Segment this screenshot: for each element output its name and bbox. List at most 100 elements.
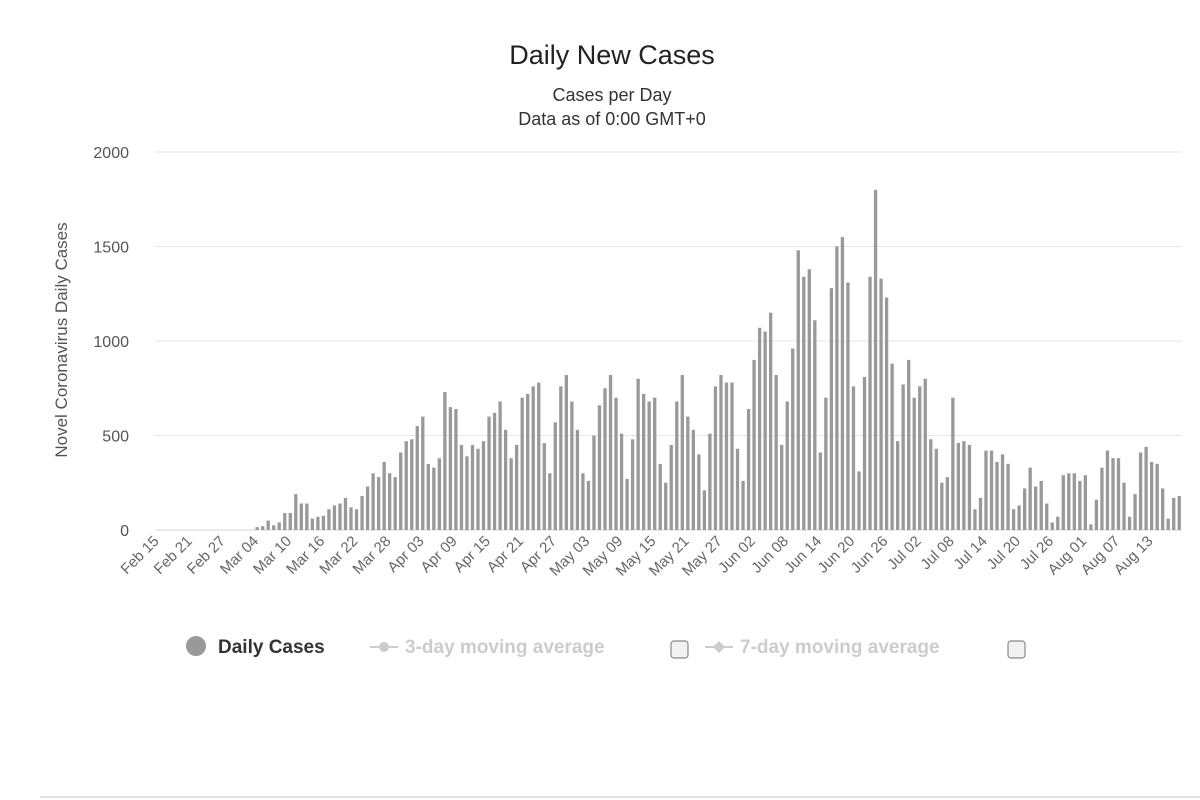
bar-daily-cases[interactable]	[437, 458, 442, 530]
bar-daily-cases[interactable]	[675, 401, 679, 530]
bar-daily-cases[interactable]	[553, 422, 557, 530]
bar-daily-cases[interactable]	[515, 444, 519, 530]
bar-daily-cases[interactable]	[669, 444, 673, 530]
bar-daily-cases[interactable]	[597, 405, 602, 530]
bar-daily-cases[interactable]	[509, 458, 513, 530]
bar-daily-cases[interactable]	[537, 382, 541, 530]
bar-daily-cases[interactable]	[1034, 486, 1038, 530]
bar-daily-cases[interactable]	[951, 397, 955, 530]
bar-daily-cases[interactable]	[448, 407, 453, 530]
bar-daily-cases[interactable]	[614, 397, 618, 530]
bar-daily-cases[interactable]	[1155, 463, 1159, 530]
bar-daily-cases[interactable]	[410, 439, 414, 530]
bar-daily-cases[interactable]	[388, 473, 392, 530]
bar-daily-cases[interactable]	[481, 441, 486, 530]
bar-daily-cases[interactable]	[630, 439, 635, 530]
bar-daily-cases[interactable]	[1000, 454, 1005, 530]
bar-series-daily-cases[interactable]	[255, 189, 1181, 531]
bar-daily-cases[interactable]	[399, 452, 403, 530]
bar-daily-cases[interactable]	[581, 473, 585, 530]
bar-daily-cases[interactable]	[967, 444, 972, 530]
bar-daily-cases[interactable]	[973, 509, 977, 530]
bar-daily-cases[interactable]	[575, 429, 580, 530]
bar-daily-cases[interactable]	[288, 512, 292, 530]
bar-daily-cases[interactable]	[934, 448, 938, 530]
bar-daily-cases[interactable]	[603, 388, 607, 530]
bar-daily-cases[interactable]	[978, 497, 983, 530]
bar-daily-cases[interactable]	[360, 495, 364, 530]
bar-daily-cases[interactable]	[647, 401, 651, 530]
bar-daily-cases[interactable]	[365, 486, 370, 530]
bar-daily-cases[interactable]	[277, 522, 281, 530]
bar-daily-cases[interactable]	[470, 444, 475, 530]
bar-daily-cases[interactable]	[625, 478, 629, 530]
bar-daily-cases[interactable]	[592, 435, 596, 531]
bar-daily-cases[interactable]	[1006, 463, 1010, 530]
bar-daily-cases[interactable]	[873, 189, 878, 531]
bar-daily-cases[interactable]	[349, 507, 353, 530]
bar-daily-cases[interactable]	[1161, 488, 1165, 530]
bar-daily-cases[interactable]	[443, 392, 447, 530]
bar-daily-cases[interactable]	[1050, 522, 1054, 530]
bar-daily-cases[interactable]	[923, 378, 927, 530]
bar-daily-cases[interactable]	[432, 467, 436, 530]
bar-daily-cases[interactable]	[1100, 467, 1104, 530]
bar-daily-cases[interactable]	[752, 359, 756, 530]
bar-daily-cases[interactable]	[520, 397, 524, 530]
bar-daily-cases[interactable]	[818, 452, 822, 530]
bar-daily-cases[interactable]	[503, 429, 508, 530]
bar-daily-cases[interactable]	[1072, 473, 1076, 530]
bar-daily-cases[interactable]	[332, 505, 337, 530]
bar-daily-cases[interactable]	[542, 443, 546, 530]
legend-item-7-day-moving-average[interactable]: 7-day moving average	[705, 637, 940, 658]
bar-daily-cases[interactable]	[404, 441, 408, 530]
bar-daily-cases[interactable]	[305, 503, 309, 530]
bar-daily-cases[interactable]	[962, 441, 966, 530]
bar-daily-cases[interactable]	[912, 397, 916, 530]
bar-daily-cases[interactable]	[310, 518, 315, 530]
bar-daily-cases[interactable]	[321, 515, 326, 530]
bar-daily-cases[interactable]	[702, 490, 707, 530]
bar-daily-cases[interactable]	[327, 509, 331, 530]
legend-item-3-day-moving-average[interactable]: 3-day moving average	[370, 637, 605, 658]
bar-daily-cases[interactable]	[796, 250, 800, 530]
bar-daily-cases[interactable]	[570, 401, 574, 530]
bar-daily-cases[interactable]	[697, 454, 701, 530]
bar-daily-cases[interactable]	[526, 393, 530, 530]
bar-daily-cases[interactable]	[984, 450, 988, 530]
bar-daily-cases[interactable]	[895, 441, 900, 530]
bar-daily-cases[interactable]	[1144, 446, 1148, 530]
bar-daily-cases[interactable]	[459, 444, 464, 530]
bar-daily-cases[interactable]	[1122, 482, 1126, 530]
bar-daily-cases[interactable]	[713, 386, 718, 530]
bar-daily-cases[interactable]	[371, 473, 375, 530]
bar-daily-cases[interactable]	[774, 375, 778, 530]
bar-daily-cases[interactable]	[272, 525, 276, 530]
bar-daily-cases[interactable]	[1166, 518, 1170, 530]
bar-daily-cases[interactable]	[1105, 450, 1110, 530]
bar-daily-cases[interactable]	[1067, 473, 1071, 530]
bar-daily-cases[interactable]	[382, 461, 386, 530]
bar-daily-cases[interactable]	[724, 382, 729, 530]
bar-daily-cases[interactable]	[1094, 499, 1099, 530]
bar-daily-cases[interactable]	[730, 382, 734, 530]
bar-daily-cases[interactable]	[1149, 461, 1154, 530]
bar-daily-cases[interactable]	[851, 386, 856, 530]
bar-daily-cases[interactable]	[813, 320, 817, 530]
bar-daily-cases[interactable]	[354, 509, 359, 530]
bar-daily-cases[interactable]	[1089, 524, 1093, 530]
bar-daily-cases[interactable]	[846, 282, 850, 530]
bar-daily-cases[interactable]	[989, 450, 994, 530]
bar-daily-cases[interactable]	[746, 409, 751, 530]
bar-daily-cases[interactable]	[741, 480, 745, 530]
bar-daily-cases[interactable]	[316, 516, 320, 530]
bar-daily-cases[interactable]	[564, 375, 569, 530]
moving-average-3-day-checkbox[interactable]	[670, 640, 689, 659]
bar-daily-cases[interactable]	[1172, 497, 1176, 530]
bar-daily-cases[interactable]	[664, 482, 668, 530]
bar-daily-cases[interactable]	[785, 401, 789, 530]
bar-daily-cases[interactable]	[487, 416, 491, 530]
bar-daily-cases[interactable]	[691, 429, 695, 530]
bar-daily-cases[interactable]	[945, 477, 949, 530]
bar-daily-cases[interactable]	[995, 461, 999, 530]
